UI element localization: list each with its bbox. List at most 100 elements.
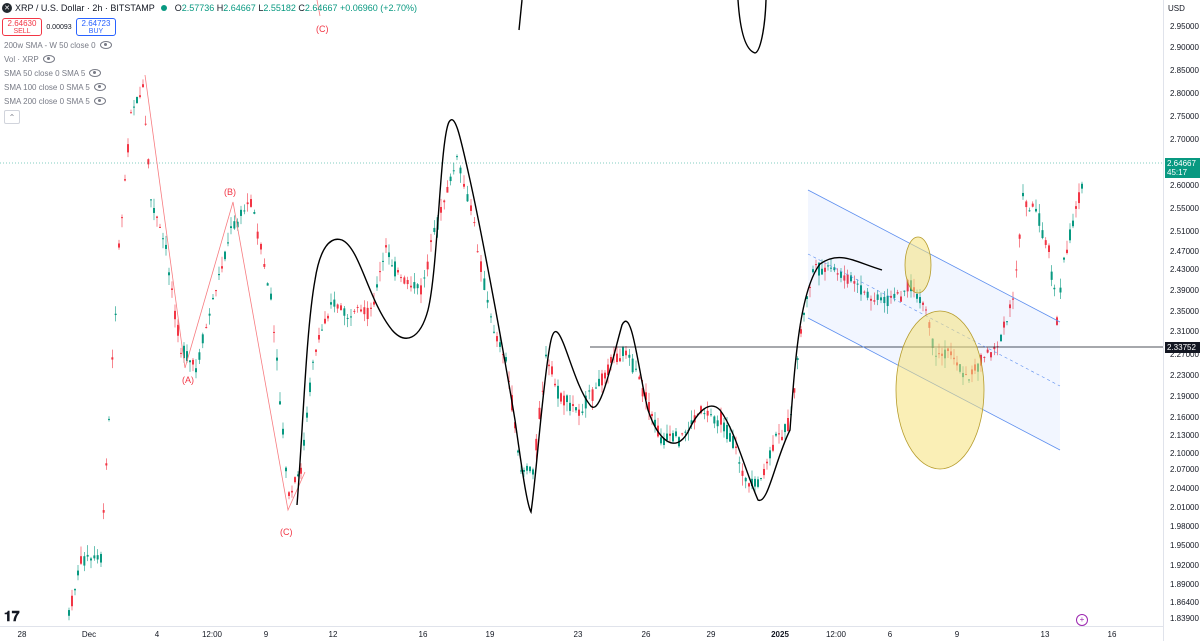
buy-label: BUY [88,28,104,35]
candle-body [212,297,214,300]
eye-icon[interactable] [42,55,55,63]
change-value: +0.06960 (+2.70%) [339,3,418,13]
price-axis[interactable]: USD 2.95000 2.90000 2.85000 2.80000 2.75000 2… [1163,0,1200,641]
candle-body [748,483,750,487]
ohlc-values: O2.57736 H2.64667 L2.55182 C2.64667 +0.0… [175,3,417,13]
candle-body [824,267,826,272]
wave-label-c-low[interactable]: (C) [280,527,293,537]
wave-label-c-top[interactable]: (C) [316,24,329,34]
candle-body [983,356,986,358]
price-tick-label: 1.89000 [1170,580,1199,589]
collapse-legend-button[interactable]: ⌃ [4,110,20,124]
candle-body [336,304,339,309]
eye-icon[interactable] [89,69,102,77]
candle-body [121,217,123,219]
candle-body [108,418,110,420]
sell-button[interactable]: 2.64630 SELL [2,18,42,36]
candle-body [360,309,362,312]
channel-upper-line[interactable] [807,189,1061,323]
indicator-row[interactable]: SMA 100 close 0 SMA 5 [0,80,420,94]
candle-body [183,345,185,359]
candle-body [856,283,859,285]
candle-body [1000,334,1002,342]
candle-body [490,316,492,318]
candle-body [162,238,164,240]
price-tick-label: 2.51000 [1170,227,1199,236]
candle-body [778,433,780,435]
candle-body [236,221,239,228]
candle-body [619,358,621,362]
add-plus-icon[interactable]: + [1076,614,1088,626]
candle-body [735,446,737,448]
candle-body [883,296,886,304]
wave-label-a[interactable]: (A) [182,375,194,385]
candle-body [896,292,899,294]
time-axis[interactable]: 28 Dec 4 12:00 9 12 16 19 23 26 29 2025 12:00 6 9 13 16 [0,626,1163,642]
candle-body [866,291,869,298]
time-tick-label: 12 [328,630,338,639]
price-tick-label: 2.19000 [1170,392,1199,401]
symbol-title[interactable]: XRP / U.S. Dollar · 2h · BITSTAMP [15,3,155,13]
candle-body [227,242,229,244]
candle-body [133,106,135,108]
candle-body [588,390,591,392]
candle-body [886,295,889,307]
highlight-ellipse-small[interactable] [904,236,932,294]
indicator-row[interactable]: SMA 200 close 0 SMA 5 [0,94,420,108]
candle-body [763,468,765,476]
candle-body [880,297,882,301]
candle-body [142,84,144,88]
candle-body [159,226,161,228]
highlight-ellipse-large[interactable] [895,310,985,470]
candle-body [806,296,808,299]
candle-body [990,352,992,358]
price-tick-label: 2.95000 [1170,22,1199,31]
candle-body [1063,257,1065,260]
candle-body [520,470,522,472]
indicator-row[interactable]: Vol · XRP [0,52,420,66]
currency-label[interactable]: USD [1168,4,1185,13]
candle-body [666,433,668,441]
eye-icon[interactable] [99,41,112,49]
price-tick-label: 2.39000 [1170,286,1199,295]
indicator-row[interactable]: 200w SMA - W 50 close 0 [0,38,420,52]
buy-button[interactable]: 2.64723 BUY [76,18,116,36]
indicator-label: 200w SMA - W 50 close 0 [4,40,96,50]
candle-body [420,285,422,295]
candle-body [796,358,799,360]
candle-body [669,433,671,436]
candle-body [1044,240,1047,245]
candle-body [376,284,378,288]
wave-label-b[interactable]: (B) [224,187,236,197]
high-label: H [216,3,224,13]
candle-body [394,261,396,277]
candle-body [818,262,820,276]
freehand-stroke-top [518,0,523,31]
eye-icon[interactable] [93,97,106,105]
candle-body [622,347,624,356]
candle-body [738,462,741,464]
price-tick-label: 2.31000 [1170,327,1199,336]
close-value: 2.64667 [304,3,338,13]
indicator-row[interactable]: SMA 50 close 0 SMA 5 [0,66,420,80]
candle-body [651,413,653,417]
eye-icon[interactable] [93,83,106,91]
candle-body [563,395,565,406]
candle-body [263,264,266,267]
candle-body [300,467,302,474]
indicator-label: SMA 50 close 0 SMA 5 [4,68,86,78]
candle-body [876,294,879,300]
candle-body [566,395,568,403]
candle-body [189,360,191,363]
candle-body [690,420,693,425]
freehand-curve[interactable] [296,119,883,515]
candle-body [74,589,76,591]
open-value: 2.57736 [181,3,215,13]
candle-body [373,301,375,305]
candle-body [306,412,308,418]
candle-body [150,199,152,201]
chart-canvas[interactable]: (A) (B) (C) (C) [0,0,1163,626]
candle-body [130,112,132,114]
elliott-wave-line[interactable] [144,74,306,512]
price-tick-label: 2.04000 [1170,484,1199,493]
